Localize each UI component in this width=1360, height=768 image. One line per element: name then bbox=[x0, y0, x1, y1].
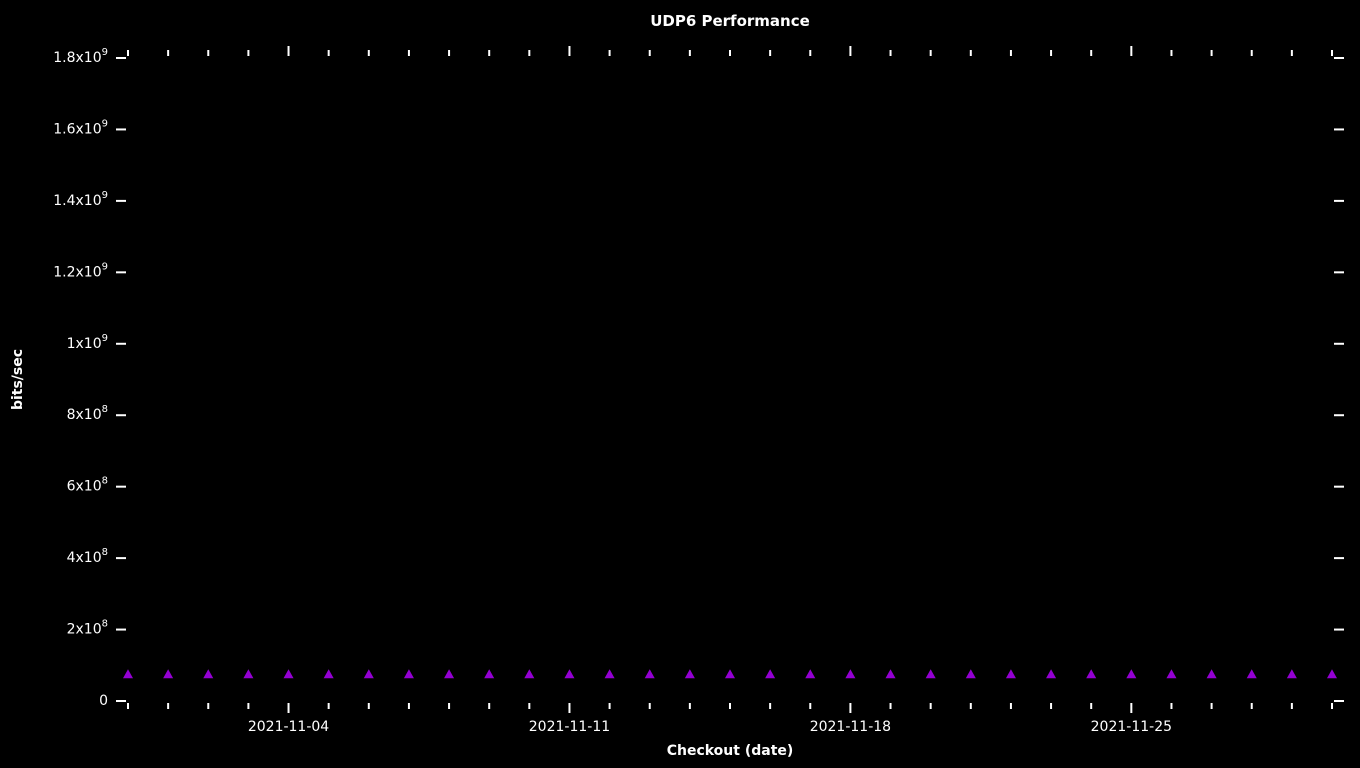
udp6-performance-chart: UDP6 Performance02x1084x1086x1088x1081x1… bbox=[0, 0, 1360, 768]
y-tick-label: 0 bbox=[99, 693, 108, 709]
y-tick-label: 1.6x109 bbox=[53, 118, 108, 137]
x-tick-label: 2021-11-04 bbox=[248, 719, 329, 735]
x-tick-label: 2021-11-11 bbox=[529, 719, 610, 735]
chart-background bbox=[0, 0, 1360, 768]
x-axis-label: Checkout (date) bbox=[667, 743, 794, 759]
chart-svg: UDP6 Performance02x1084x1086x1088x1081x1… bbox=[0, 0, 1360, 768]
x-tick-label: 2021-11-18 bbox=[810, 719, 891, 735]
x-tick-label: 2021-11-25 bbox=[1091, 719, 1172, 735]
chart-title: UDP6 Performance bbox=[650, 12, 810, 30]
y-tick-label: 1.4x109 bbox=[53, 190, 108, 209]
y-tick-label: 1.8x109 bbox=[53, 47, 108, 66]
y-tick-label: 1.2x109 bbox=[53, 261, 108, 280]
y-axis-label: bits/sec bbox=[10, 349, 26, 410]
